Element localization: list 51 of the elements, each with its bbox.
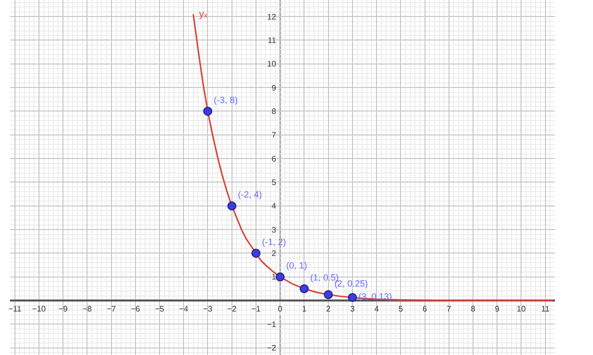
x-tick-label: 6: [422, 304, 428, 314]
x-tick-label: −5: [154, 304, 165, 314]
x-tick-label: 4: [374, 304, 380, 314]
x-tick-label: 9: [494, 304, 500, 314]
data-label: (-3, 8): [214, 94, 238, 105]
x-tick-label: −9: [58, 304, 68, 314]
y-tick-label: 1: [272, 272, 277, 282]
x-tick-label: −10: [32, 304, 46, 314]
y-tick-label: 11: [268, 36, 277, 46]
point: [324, 290, 333, 300]
line-series: [192, 13, 554, 302]
x-tick-label: 10: [516, 304, 526, 314]
x-tick-label: −8: [82, 304, 92, 314]
x-tick-label: 7: [446, 304, 452, 314]
y-tick-label: 5: [272, 178, 277, 188]
data-label: (1, 0.5): [310, 272, 339, 282]
x-tick-label: −7: [106, 304, 116, 314]
y-tick-label: 8: [272, 107, 277, 116]
point: [203, 106, 212, 116]
x-tick-label: −11: [8, 304, 22, 314]
data-label: (0, 1): [286, 260, 308, 271]
x-tick-label: −3: [203, 304, 213, 314]
x-tick-label: 3: [350, 304, 356, 314]
y-tick-label: 6: [272, 154, 277, 164]
y-tick-label: −1: [266, 320, 277, 330]
point: [227, 201, 236, 210]
point: [300, 284, 309, 294]
y-tick-label: 12: [267, 12, 277, 22]
data-label: (-1, 2): [262, 236, 286, 247]
data-label: (-2, 4): [238, 190, 262, 200]
x-tick-label: −1: [251, 304, 262, 314]
y-tick-label: 2: [272, 249, 277, 258]
x-tick-label: −6: [130, 304, 141, 314]
y-tick-label: 3: [272, 225, 277, 234]
x-tick-label: 2: [326, 304, 332, 314]
x-tick-label: 0: [278, 304, 283, 314]
point: [276, 272, 285, 282]
annotation: yₓ: [199, 9, 208, 20]
point: [348, 292, 357, 302]
x-tick-label: −4: [179, 304, 189, 314]
y-tick-label: 9: [272, 83, 277, 92]
x-tick-label: 11: [541, 304, 550, 314]
y-tick-label: −2: [266, 344, 277, 353]
y-tick-label: 7: [272, 130, 277, 140]
x-tick-label: 8: [470, 304, 476, 314]
x-tick-label: 5: [398, 304, 404, 314]
y-tick-label: 10: [267, 60, 277, 69]
y-tick-label: 4: [272, 202, 277, 211]
x-tick-label: −2: [227, 304, 237, 314]
point: [251, 248, 260, 258]
x-tick-label: 1: [302, 304, 307, 314]
